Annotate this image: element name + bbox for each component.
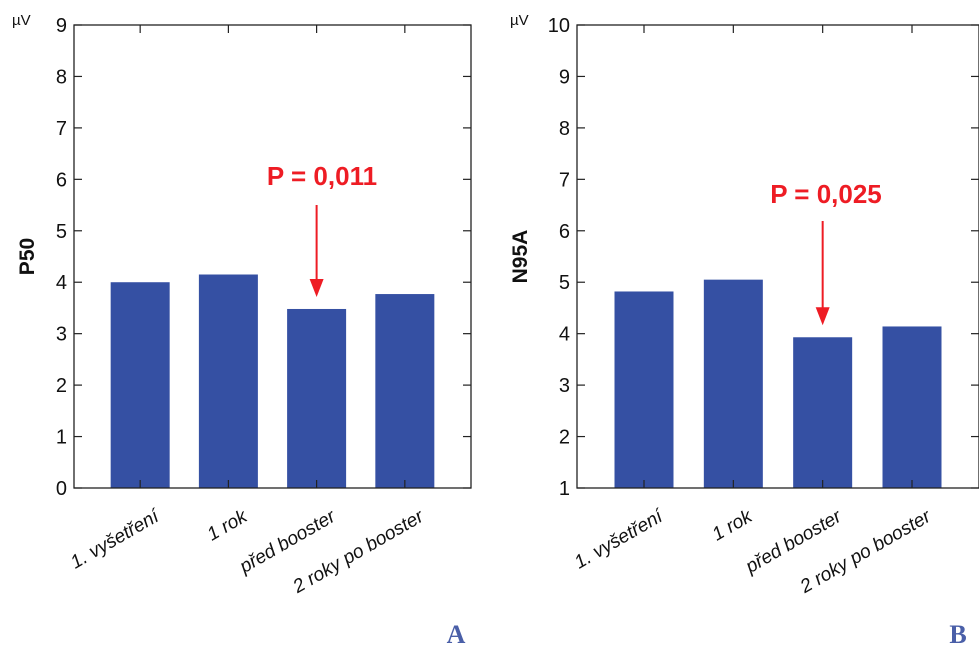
annotation-arrow-head: [815, 307, 830, 326]
unit-label: µV: [510, 12, 529, 29]
y-tick-label: 8: [559, 118, 570, 140]
bar-2: [198, 274, 258, 488]
y-tick-label: 7: [56, 118, 67, 140]
y-tick-label: 1: [559, 478, 570, 500]
y-tick-label: 0: [56, 478, 67, 500]
bar-1: [110, 282, 170, 488]
x-tick-label: 1. vyšetření: [67, 505, 164, 573]
y-tick-label: 7: [559, 169, 570, 191]
y-tick-label: 2: [56, 375, 67, 397]
y-tick-label: 5: [56, 221, 67, 243]
panel-letter: A: [447, 620, 466, 649]
y-tick-label: 9: [56, 15, 67, 37]
y-tick-label: 6: [559, 221, 570, 243]
plot-frame: [73, 24, 472, 489]
y-tick-label: 5: [559, 272, 570, 294]
panel-letter: B: [949, 620, 966, 649]
bar-3: [287, 308, 347, 488]
bar-4: [375, 294, 435, 488]
p-value-annotation: P = 0,025: [770, 179, 882, 209]
y-tick-label: 1: [56, 427, 67, 449]
x-tick-label: 1 rok: [204, 505, 252, 545]
bar-1: [614, 291, 674, 488]
p-value-annotation: P = 0,011: [267, 161, 377, 191]
y-tick-label: 4: [56, 272, 67, 294]
y-tick-label: 6: [56, 169, 67, 191]
plot-frame: [576, 24, 979, 489]
x-tick-label: 1. vyšetření: [571, 505, 668, 573]
bar-4: [882, 326, 942, 488]
bar-3: [793, 337, 853, 488]
y-tick-label: 4: [559, 324, 570, 346]
y-tick-label: 10: [548, 15, 570, 37]
y-tick-label: 3: [56, 324, 67, 346]
annotation-arrow-head: [309, 278, 324, 297]
y-tick-label: 8: [56, 66, 67, 88]
y-tick-label: 9: [559, 66, 570, 88]
bar-2: [703, 279, 763, 488]
y-tick-label: 2: [559, 427, 570, 449]
y-tick-label: 3: [559, 375, 570, 397]
y-axis-title: P50: [16, 238, 39, 275]
x-tick-label: 1 rok: [709, 505, 757, 545]
y-axis-title: N95A: [509, 230, 532, 284]
unit-label: µV: [12, 12, 31, 29]
